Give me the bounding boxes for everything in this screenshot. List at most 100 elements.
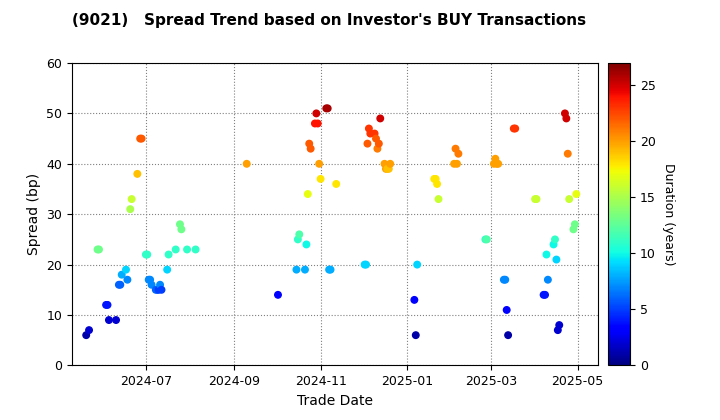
Point	[539, 291, 551, 298]
Point	[135, 135, 146, 142]
Point	[102, 302, 113, 308]
Point	[491, 160, 503, 167]
Point	[382, 165, 393, 172]
Point	[453, 150, 464, 157]
Point	[122, 276, 133, 283]
Point	[374, 115, 386, 122]
Point	[303, 140, 315, 147]
Point	[531, 196, 542, 202]
Point	[315, 176, 326, 182]
Point	[508, 125, 520, 132]
Point	[379, 160, 390, 167]
Point	[294, 231, 305, 238]
Point	[541, 251, 552, 258]
Point	[320, 105, 332, 112]
Point	[498, 276, 510, 283]
Point	[359, 261, 370, 268]
Point	[370, 135, 382, 142]
Point	[488, 160, 500, 167]
Point	[110, 317, 122, 323]
Point	[310, 110, 322, 117]
Point	[120, 266, 132, 273]
Point	[411, 261, 423, 268]
Point	[126, 196, 138, 202]
Point	[145, 276, 156, 283]
Point	[302, 191, 314, 197]
Point	[564, 196, 575, 202]
Point	[410, 332, 421, 339]
Point	[428, 176, 440, 182]
Point	[156, 286, 167, 293]
Point	[449, 160, 460, 167]
Point	[272, 291, 284, 298]
Point	[430, 176, 441, 182]
Point	[291, 266, 302, 273]
Point	[143, 276, 155, 283]
Point	[322, 105, 333, 112]
Point	[548, 241, 559, 248]
Point	[492, 160, 504, 167]
Point	[559, 110, 571, 117]
Point	[100, 302, 112, 308]
Point	[150, 286, 161, 293]
Point	[125, 206, 136, 213]
Point	[549, 236, 561, 243]
Text: (9021)   Spread Trend based on Investor's BUY Transactions: (9021) Spread Trend based on Investor's …	[72, 13, 586, 28]
Point	[181, 246, 193, 253]
Point	[363, 125, 374, 132]
Point	[81, 332, 92, 339]
Point	[323, 266, 335, 273]
Point	[554, 322, 565, 328]
Point	[501, 307, 513, 313]
Point	[300, 266, 311, 273]
Point	[330, 181, 342, 187]
Point	[490, 155, 501, 162]
Point	[309, 120, 320, 127]
Point	[503, 332, 514, 339]
Point	[481, 236, 492, 243]
Point	[176, 226, 187, 233]
Point	[373, 140, 384, 147]
Point	[433, 196, 444, 202]
Point	[570, 191, 582, 197]
Point	[325, 266, 336, 273]
Point	[551, 256, 562, 263]
Point	[154, 281, 166, 288]
Point	[113, 281, 125, 288]
Point	[561, 115, 572, 122]
Point	[569, 221, 580, 228]
Y-axis label: Duration (years): Duration (years)	[662, 163, 675, 265]
Point	[364, 130, 376, 137]
Point	[145, 281, 157, 288]
Point	[92, 246, 104, 253]
Point	[142, 251, 153, 258]
Point	[114, 281, 126, 288]
Point	[500, 276, 511, 283]
Point	[567, 226, 579, 233]
Point	[372, 145, 383, 152]
Point	[542, 276, 554, 283]
Point	[450, 145, 462, 152]
Point	[312, 120, 323, 127]
Point	[132, 171, 143, 177]
Point	[562, 150, 574, 157]
Point	[408, 297, 420, 303]
Point	[538, 291, 549, 298]
Point	[190, 246, 202, 253]
Point	[174, 221, 186, 228]
Point	[360, 261, 372, 268]
Point	[301, 241, 312, 248]
Point	[552, 327, 564, 333]
Point	[369, 130, 380, 137]
Point	[103, 317, 114, 323]
Point	[170, 246, 181, 253]
Point	[136, 135, 148, 142]
Point	[84, 327, 95, 333]
Point	[305, 145, 316, 152]
Point	[116, 271, 127, 278]
Point	[153, 286, 164, 293]
X-axis label: Trade Date: Trade Date	[297, 394, 373, 408]
Point	[313, 160, 325, 167]
Point	[140, 251, 152, 258]
Point	[151, 286, 163, 293]
